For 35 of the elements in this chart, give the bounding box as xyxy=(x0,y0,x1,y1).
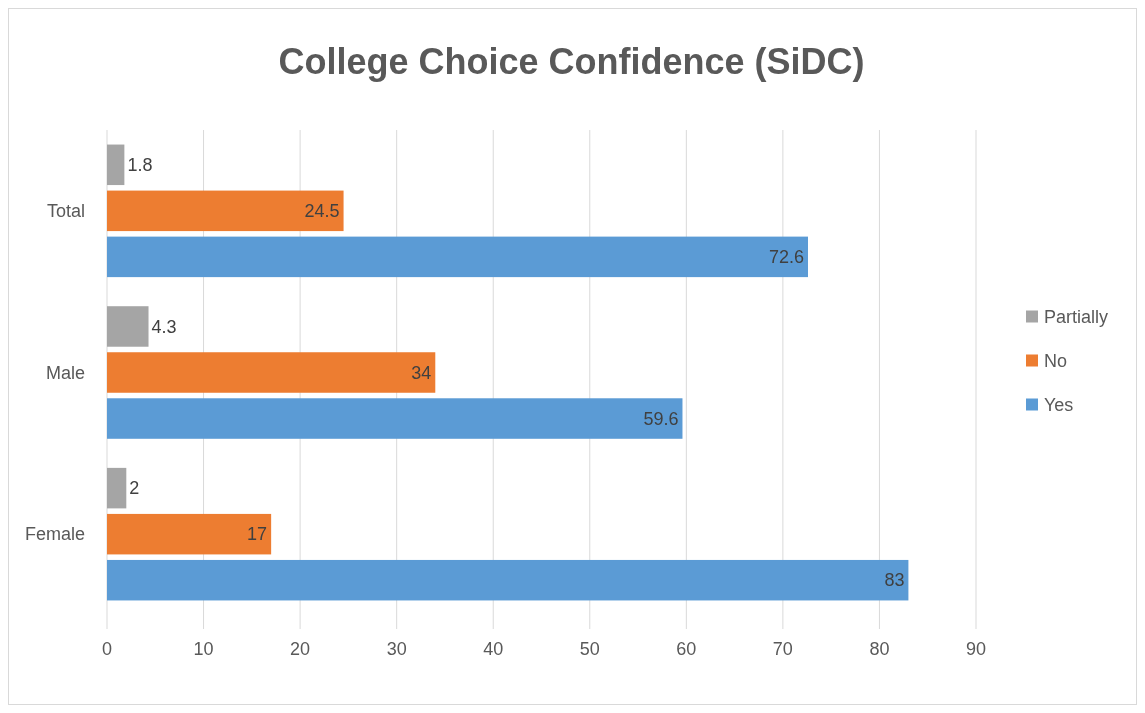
x-tick-label: 10 xyxy=(193,639,214,659)
data-label: 4.3 xyxy=(151,316,177,337)
x-tick-label: 70 xyxy=(772,639,793,659)
data-label: 59.6 xyxy=(643,408,679,429)
bar xyxy=(107,190,344,232)
y-tick-label: Female xyxy=(24,524,85,545)
bar xyxy=(107,144,125,186)
data-label: 24.5 xyxy=(304,201,340,222)
x-tick-label: 20 xyxy=(290,639,311,659)
chart-title: College Choice Confidence (SiDC) xyxy=(278,41,865,82)
bar xyxy=(107,306,149,347)
bar xyxy=(107,236,808,278)
data-label: 2 xyxy=(129,478,140,499)
x-tick-label: 60 xyxy=(676,639,697,659)
bar xyxy=(107,467,127,509)
bar xyxy=(107,559,909,601)
legend-label: Partially xyxy=(1044,306,1109,327)
data-label: 34 xyxy=(411,362,432,383)
legend-label: No xyxy=(1044,350,1068,371)
data-label: 1.8 xyxy=(127,155,153,176)
y-tick-label: Total xyxy=(46,201,85,222)
x-tick-label: 90 xyxy=(965,639,987,659)
data-label: 72.6 xyxy=(768,247,804,268)
y-tick-label: Male xyxy=(45,362,85,383)
x-tick-label: 40 xyxy=(483,639,504,659)
x-tick-label: 0 xyxy=(101,639,113,659)
x-tick-label: 80 xyxy=(869,639,890,659)
data-label: 17 xyxy=(247,524,268,545)
bar xyxy=(107,513,272,555)
data-label: 83 xyxy=(884,570,905,591)
bar xyxy=(107,352,436,393)
x-tick-label: 30 xyxy=(386,639,407,659)
legend-label: Yes xyxy=(1044,394,1074,415)
bar xyxy=(107,398,683,439)
x-tick-label: 50 xyxy=(579,639,600,659)
